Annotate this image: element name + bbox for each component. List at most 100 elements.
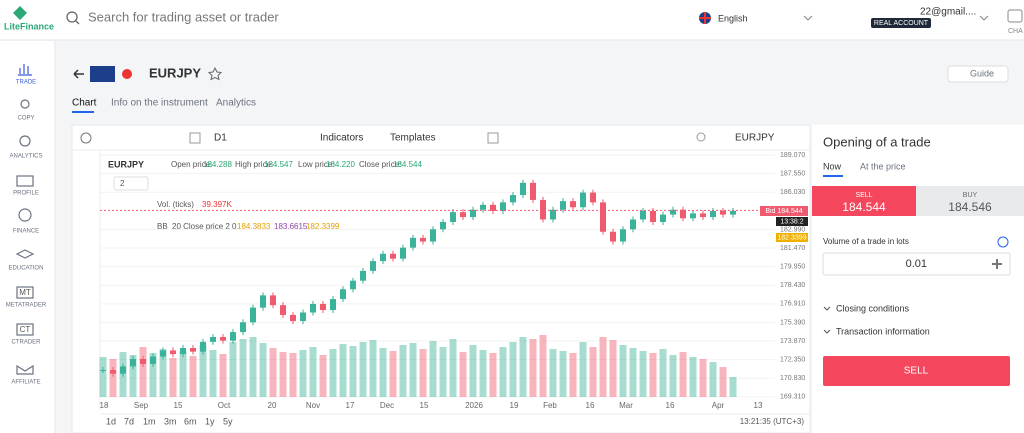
x-tick-label: 15 (174, 401, 183, 410)
volume-bar (329, 349, 337, 397)
nav-item[interactable]: FINANCE (13, 229, 39, 235)
nav-item[interactable]: EDUCATION (9, 266, 44, 272)
volume-bar (379, 348, 387, 397)
volume-bar (609, 340, 617, 397)
nav-item[interactable]: PROFILE (13, 191, 39, 197)
candle (260, 295, 266, 308)
volume-bar (589, 347, 597, 397)
volume-bar (699, 359, 707, 397)
range-button[interactable]: 7d (124, 416, 134, 426)
interval-select[interactable]: D1 (214, 133, 227, 144)
bb-tag: 182.3399 (777, 234, 806, 241)
candle (110, 370, 116, 374)
volume-bar (459, 352, 467, 397)
x-tick-label: Oct (218, 401, 231, 410)
range-button[interactable]: 1d (106, 416, 116, 426)
nav-item[interactable]: AFFILIATE (11, 380, 40, 386)
range-button[interactable]: 1y (205, 416, 215, 426)
volume-bar (519, 337, 527, 397)
volume-bar (689, 357, 697, 397)
volume-bar (249, 337, 257, 397)
volume-bar (539, 335, 547, 397)
nav-item[interactable]: CTRADER (11, 340, 41, 346)
sell-label: SELL (855, 192, 872, 199)
ct-icon: CT (20, 325, 31, 334)
guide-button[interactable]: Guide (970, 68, 994, 78)
tab[interactable]: Chart (72, 98, 97, 109)
nav-item[interactable]: TRADE (16, 80, 36, 86)
volume-bar (569, 353, 577, 397)
tab[interactable]: Info on the instrument (111, 98, 208, 109)
volume-bar (709, 362, 717, 397)
volume-bar (319, 355, 327, 397)
nav-item[interactable]: COPY (17, 116, 34, 122)
candle (380, 253, 386, 262)
volume-bar (669, 355, 677, 397)
x-tick-label: 16 (586, 401, 595, 410)
volume-bar (189, 356, 197, 397)
email: 22@gmail.... (920, 7, 976, 18)
tab[interactable]: Analytics (216, 98, 256, 109)
x-tick-label: Feb (543, 401, 557, 410)
volume-bar (529, 339, 537, 397)
volume-bar (259, 343, 267, 397)
x-tick-label: Mar (619, 401, 633, 410)
y-tick-label: 182.990 (780, 226, 805, 233)
sell-button[interactable] (823, 356, 1010, 386)
x-tick-label: 2026 (465, 401, 483, 410)
volume-bar (479, 350, 487, 397)
volume-bar (489, 353, 497, 397)
legend-symbol: EURJPY (108, 159, 144, 169)
multiplier[interactable]: 2 (120, 179, 125, 188)
candle (530, 182, 536, 200)
accordion[interactable]: Closing conditions (836, 303, 910, 313)
candle (590, 192, 596, 203)
y-tick-label: 189.070 (780, 152, 805, 159)
candle (420, 237, 426, 242)
volume-bar (229, 342, 237, 397)
range-button[interactable]: 6m (184, 416, 197, 426)
sell-price: 184.544 (842, 200, 886, 214)
volume-bar (439, 347, 447, 397)
volume-bar (389, 351, 397, 397)
candle (720, 210, 726, 215)
range-button[interactable]: 5y (223, 416, 233, 426)
accordion[interactable]: Transaction information (836, 326, 930, 336)
range-button[interactable]: 3m (164, 416, 177, 426)
nav-item[interactable]: ANALYTICS (10, 154, 43, 160)
volume-bar (399, 345, 407, 397)
candle (340, 289, 346, 300)
buy-box[interactable] (916, 186, 1024, 216)
candle (520, 182, 526, 196)
x-tick-label: Apr (712, 401, 725, 410)
candle (560, 201, 566, 210)
symbol-select[interactable]: EURJPY (735, 133, 775, 144)
candle (170, 350, 176, 355)
candle (270, 295, 276, 306)
tab[interactable]: At the price (860, 161, 906, 171)
templates-button[interactable]: Templates (390, 133, 436, 144)
nav-item[interactable]: METATRADER (6, 303, 47, 309)
volume-bar (599, 337, 607, 397)
candle (490, 204, 496, 211)
y-tick-label: 176.910 (780, 301, 805, 308)
mt-icon: MT (19, 288, 31, 297)
logo[interactable]: LiteFinance (4, 21, 54, 31)
range-button[interactable]: 1m (143, 416, 156, 426)
candle (450, 212, 456, 222)
volume-input[interactable] (822, 252, 1011, 276)
legend-label: Low price: (298, 160, 334, 169)
candle (120, 366, 126, 374)
candle (540, 199, 546, 220)
candle (370, 261, 376, 271)
language[interactable]: English (718, 13, 748, 23)
sell-box[interactable] (812, 186, 916, 216)
indicators-button[interactable]: Indicators (320, 133, 363, 144)
volume-value: 0.01 (906, 258, 927, 270)
volume-bar (159, 349, 167, 397)
indicator-value: 39.397K (202, 200, 232, 209)
chat[interactable]: CHA (1008, 28, 1023, 35)
indicator-params: 20 Close price 2 0 (172, 222, 237, 231)
search-input[interactable]: Search for trading asset or trader (88, 9, 279, 24)
tab[interactable]: Now (823, 161, 842, 171)
